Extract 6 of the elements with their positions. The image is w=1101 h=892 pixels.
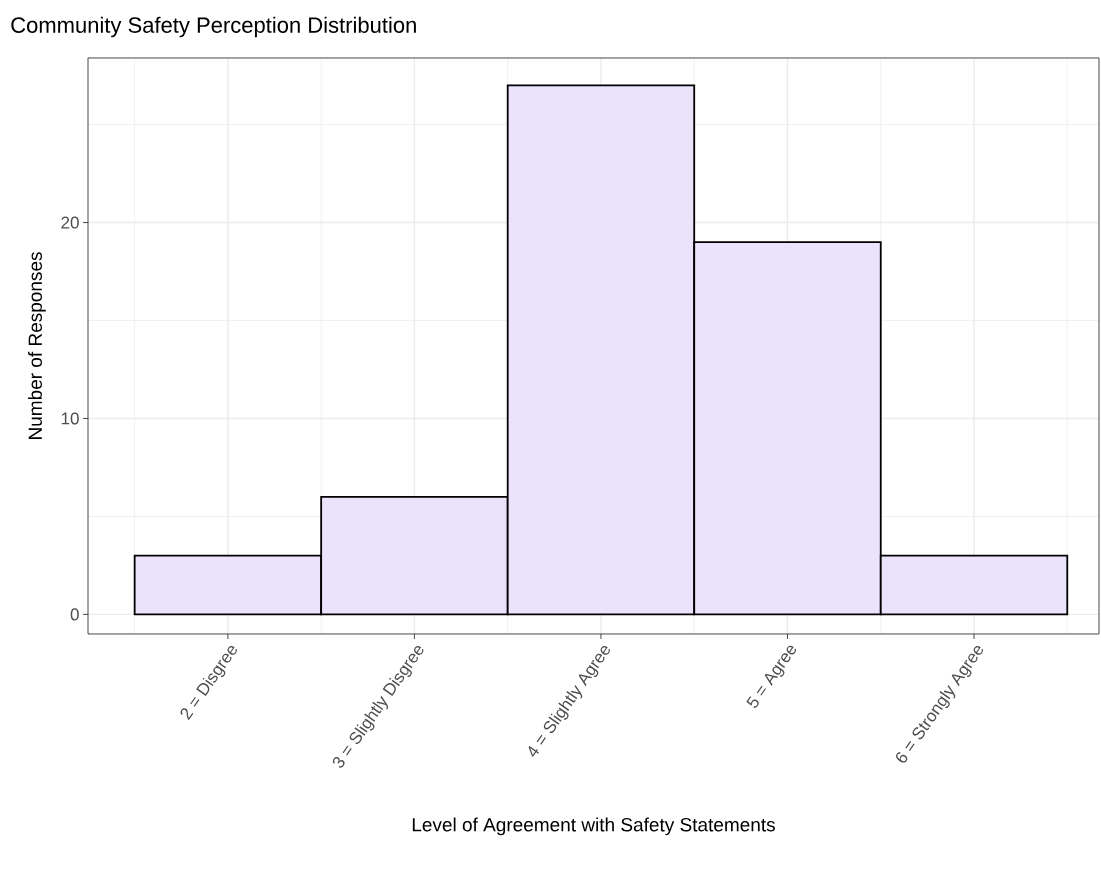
y-axis-title: Number of Responses bbox=[28, 252, 46, 439]
x-axis-title: Level of Agreement with Safety Statements bbox=[412, 817, 775, 836]
chart-title: Community Safety Perception Distribution bbox=[11, 16, 416, 38]
y-tick-label: 0 bbox=[70, 608, 79, 621]
y-tick-label: 10 bbox=[61, 412, 79, 425]
y-tick-label: 20 bbox=[61, 216, 79, 229]
